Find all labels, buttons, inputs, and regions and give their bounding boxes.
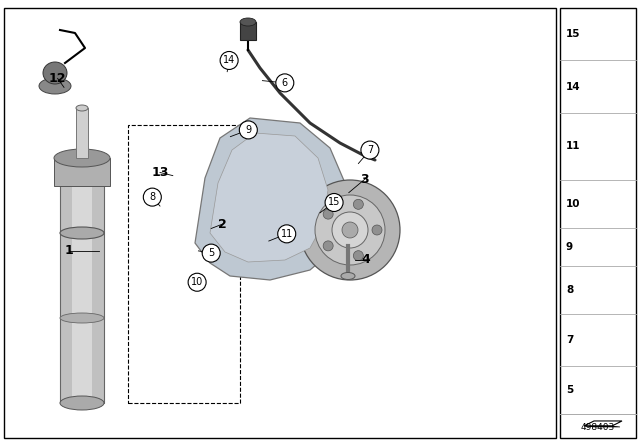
Ellipse shape	[76, 105, 88, 111]
Circle shape	[372, 225, 382, 235]
Bar	[4, 8, 556, 438]
Text: 11: 11	[280, 229, 293, 239]
Ellipse shape	[240, 18, 256, 26]
Circle shape	[315, 195, 385, 265]
Ellipse shape	[43, 62, 67, 84]
Text: 10: 10	[191, 277, 204, 287]
Text: 13: 13	[151, 166, 169, 179]
Bar	[76, 108, 88, 158]
Circle shape	[353, 251, 364, 261]
Bar	[60, 178, 104, 403]
Ellipse shape	[341, 272, 355, 280]
Ellipse shape	[60, 171, 104, 185]
Polygon shape	[195, 118, 345, 280]
Circle shape	[220, 52, 238, 69]
Text: 11: 11	[566, 142, 580, 151]
Text: 15: 15	[328, 198, 340, 207]
Text: 8: 8	[149, 192, 156, 202]
Circle shape	[188, 273, 206, 291]
Ellipse shape	[54, 149, 110, 167]
Text: 7: 7	[367, 145, 373, 155]
Text: 498403: 498403	[581, 423, 615, 432]
Circle shape	[276, 74, 294, 92]
Text: 9: 9	[245, 125, 252, 135]
Text: 5: 5	[566, 385, 573, 395]
Ellipse shape	[60, 313, 104, 323]
Text: 9: 9	[566, 242, 573, 252]
Text: 10: 10	[566, 199, 580, 209]
Text: 12: 12	[49, 72, 67, 85]
Text: 4: 4	[362, 253, 371, 267]
Circle shape	[342, 222, 358, 238]
Text: 1: 1	[65, 244, 74, 258]
Bar	[128, 125, 240, 403]
Ellipse shape	[60, 227, 104, 239]
Circle shape	[300, 180, 400, 280]
Text: 7: 7	[566, 335, 573, 345]
Circle shape	[353, 199, 364, 209]
Ellipse shape	[39, 78, 71, 94]
Polygon shape	[584, 421, 622, 426]
Circle shape	[325, 194, 343, 211]
Circle shape	[332, 212, 368, 248]
Text: 14: 14	[566, 82, 580, 92]
Circle shape	[323, 209, 333, 219]
Circle shape	[323, 241, 333, 251]
Text: 2: 2	[218, 217, 227, 231]
Bar	[560, 8, 636, 438]
Text: 15: 15	[566, 29, 580, 39]
Text: 3: 3	[360, 172, 369, 186]
Circle shape	[202, 244, 220, 262]
Circle shape	[239, 121, 257, 139]
Polygon shape	[585, 426, 620, 427]
Text: 6: 6	[282, 78, 288, 88]
Ellipse shape	[60, 396, 104, 410]
Bar	[54, 158, 110, 186]
Bar	[72, 178, 92, 403]
Text: 5: 5	[208, 248, 214, 258]
Text: 8: 8	[566, 285, 573, 295]
Polygon shape	[210, 133, 328, 262]
Circle shape	[278, 225, 296, 243]
Bar	[240, 22, 256, 40]
Text: 14: 14	[223, 56, 236, 65]
Circle shape	[143, 188, 161, 206]
Circle shape	[361, 141, 379, 159]
